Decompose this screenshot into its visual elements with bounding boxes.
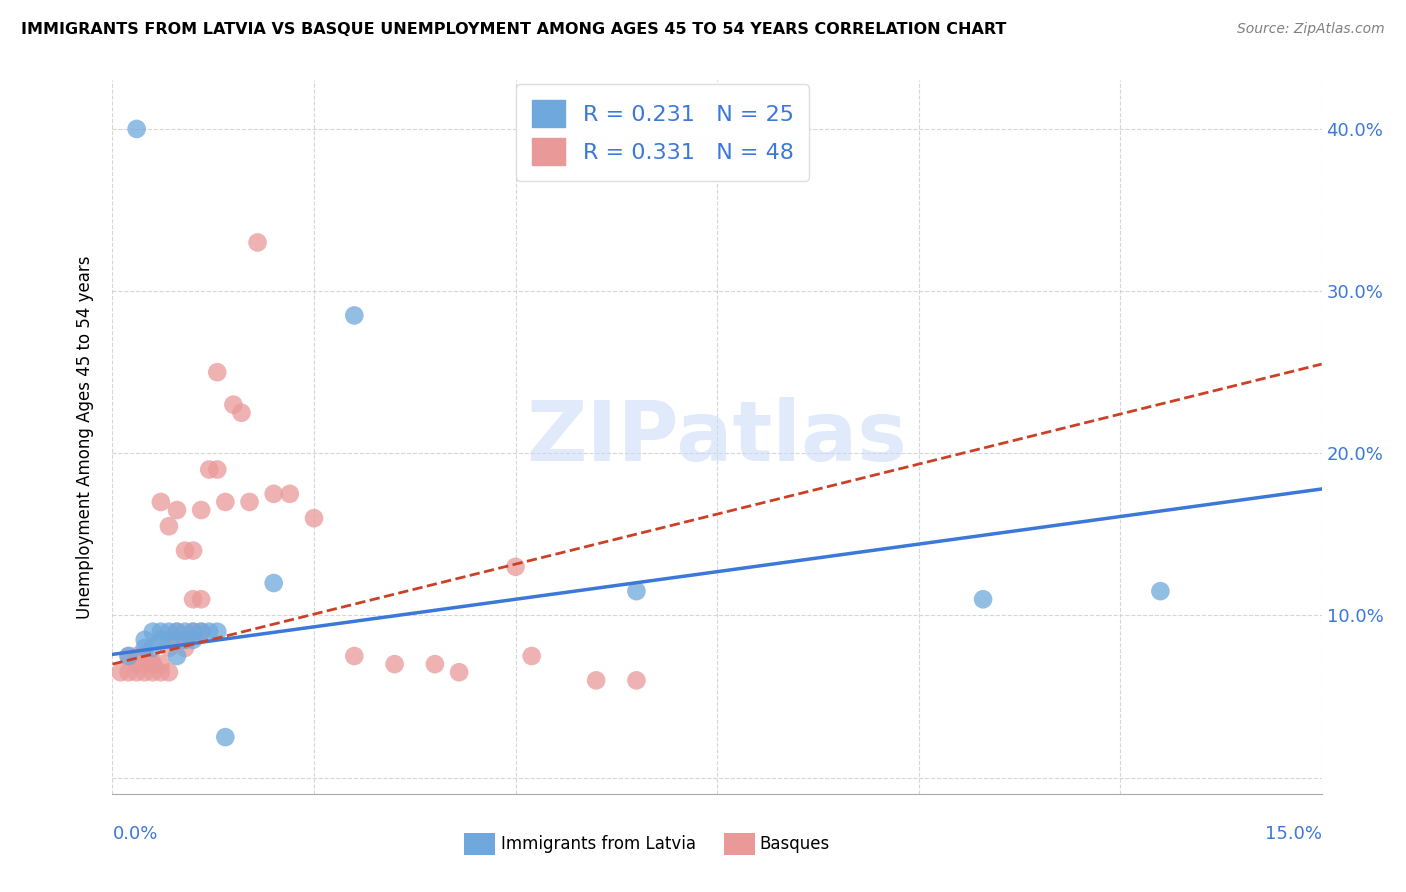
Text: Source: ZipAtlas.com: Source: ZipAtlas.com [1237, 22, 1385, 37]
Point [174, 640, 197, 655]
Point [181, 543, 204, 558]
Point [117, 648, 139, 663]
Point [972, 592, 994, 607]
Point [149, 665, 172, 680]
Text: 0.0%: 0.0% [112, 825, 157, 843]
Point [174, 632, 197, 647]
Text: IMMIGRANTS FROM LATVIA VS BASQUE UNEMPLOYMENT AMONG AGES 45 TO 54 YEARS CORRELAT: IMMIGRANTS FROM LATVIA VS BASQUE UNEMPLO… [21, 22, 1007, 37]
Point [246, 235, 269, 250]
Point [263, 487, 285, 501]
Text: 15.0%: 15.0% [1264, 825, 1322, 843]
Point [157, 632, 180, 647]
Point [142, 665, 165, 680]
Point [214, 495, 236, 509]
Point [125, 648, 148, 663]
Point [134, 648, 156, 663]
Point [181, 624, 204, 639]
Point [181, 592, 204, 607]
Point [117, 665, 139, 680]
Point [190, 624, 212, 639]
Point [166, 503, 188, 517]
Point [110, 665, 132, 680]
Point [343, 309, 366, 323]
Text: ZIPatlas: ZIPatlas [527, 397, 907, 477]
Point [384, 657, 406, 672]
Point [134, 665, 156, 680]
Point [157, 665, 180, 680]
Point [125, 122, 148, 136]
Point [505, 559, 527, 574]
Point [231, 406, 253, 420]
Point [166, 624, 188, 639]
Point [1149, 584, 1171, 599]
Point [238, 495, 260, 509]
Point [263, 576, 285, 591]
Point [149, 624, 172, 639]
Point [207, 462, 229, 476]
Point [181, 624, 204, 639]
Point [190, 503, 212, 517]
Point [174, 543, 197, 558]
Point [626, 673, 648, 688]
Point [520, 648, 543, 663]
Point [278, 487, 301, 501]
Point [174, 624, 197, 639]
Point [134, 632, 156, 647]
Point [214, 730, 236, 744]
Point [190, 624, 212, 639]
Point [125, 665, 148, 680]
Point [125, 657, 148, 672]
Legend: R = 0.231   N = 25, R = 0.331   N = 48: R = 0.231 N = 25, R = 0.331 N = 48 [516, 84, 810, 181]
Point [449, 665, 471, 680]
Point [117, 648, 139, 663]
Point [149, 657, 172, 672]
Text: Immigrants from Latvia: Immigrants from Latvia [501, 835, 696, 853]
Point [626, 584, 648, 599]
Point [157, 519, 180, 533]
Text: Basques: Basques [759, 835, 830, 853]
Point [166, 624, 188, 639]
Point [149, 632, 172, 647]
Point [157, 624, 180, 639]
Point [166, 632, 188, 647]
Point [222, 398, 245, 412]
Point [207, 365, 229, 379]
Point [174, 632, 197, 647]
Point [142, 657, 165, 672]
Point [198, 462, 221, 476]
Point [423, 657, 446, 672]
Point [142, 640, 165, 655]
Point [343, 648, 366, 663]
Y-axis label: Unemployment Among Ages 45 to 54 years: Unemployment Among Ages 45 to 54 years [76, 255, 94, 619]
Point [198, 624, 221, 639]
Point [142, 657, 165, 672]
Point [585, 673, 607, 688]
Point [190, 592, 212, 607]
Point [149, 495, 172, 509]
Point [142, 624, 165, 639]
Point [302, 511, 325, 525]
Point [134, 640, 156, 655]
Point [181, 632, 204, 647]
Point [166, 648, 188, 663]
Point [207, 624, 229, 639]
Point [157, 640, 180, 655]
